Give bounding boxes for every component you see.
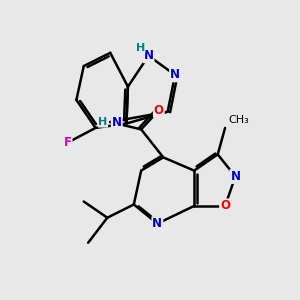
Text: O: O (154, 104, 164, 117)
Text: N: N (143, 49, 154, 62)
Text: O: O (220, 200, 230, 212)
Text: N: N (170, 68, 180, 81)
Text: N: N (152, 217, 162, 230)
Text: H: H (136, 43, 145, 52)
Text: N: N (230, 170, 240, 183)
Text: CH₃: CH₃ (228, 115, 249, 125)
Text: N: N (112, 116, 122, 128)
Text: H: H (98, 117, 107, 127)
Text: F: F (64, 136, 72, 149)
